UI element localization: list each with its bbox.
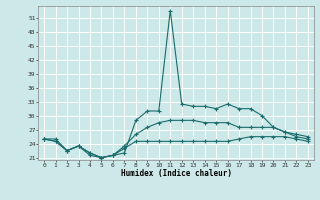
X-axis label: Humidex (Indice chaleur): Humidex (Indice chaleur) [121,169,231,178]
